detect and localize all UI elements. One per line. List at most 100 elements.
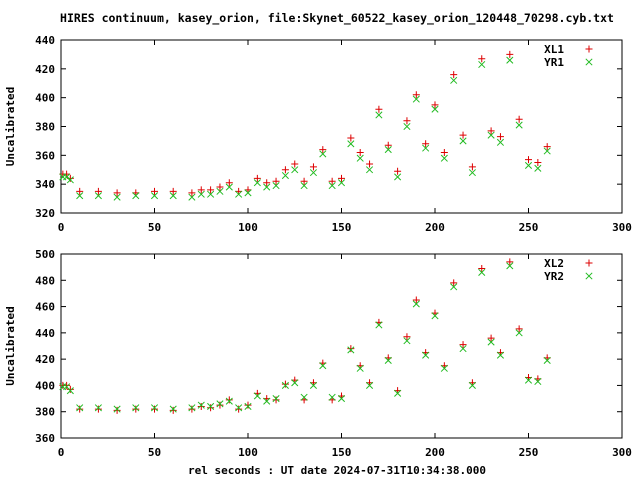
data-point <box>468 169 476 177</box>
y-tick-label: 420 <box>35 63 55 76</box>
data-point <box>263 397 271 405</box>
data-point <box>496 351 505 359</box>
data-point <box>487 338 495 346</box>
data-point <box>468 163 476 171</box>
x-tick-label: 0 <box>58 446 65 459</box>
data-point <box>76 187 84 195</box>
data-point <box>272 395 280 403</box>
x-tick-label: 100 <box>238 221 258 234</box>
data-point <box>515 329 523 337</box>
data-point <box>366 160 374 168</box>
data-point <box>487 127 495 135</box>
data-point <box>216 400 224 408</box>
data-point <box>66 387 74 395</box>
y-axis-label: Uncalibrated <box>4 306 17 385</box>
data-point <box>94 405 102 413</box>
data-point <box>291 379 299 387</box>
data-point <box>263 183 271 191</box>
legend-label: YR1 <box>544 56 564 69</box>
data-point <box>506 258 514 266</box>
data-point <box>151 187 158 195</box>
data-point <box>365 381 374 389</box>
data-point <box>506 50 514 58</box>
data-point <box>207 402 215 411</box>
legend-marker <box>585 58 593 66</box>
data-point <box>422 351 430 359</box>
data-point <box>216 187 224 195</box>
x-tick-label: 150 <box>332 446 352 459</box>
data-point <box>253 174 261 182</box>
data-point <box>197 186 205 194</box>
data-point <box>347 345 355 353</box>
series-XL2 <box>59 258 551 414</box>
plot-frame <box>60 253 623 439</box>
data-point <box>328 177 336 185</box>
data-point <box>487 131 495 139</box>
data-point <box>235 404 243 412</box>
y-tick-label: 380 <box>35 406 55 419</box>
data-point <box>319 362 327 370</box>
data-point <box>478 60 486 69</box>
data-point <box>169 192 177 200</box>
data-point <box>225 179 233 187</box>
y-tick-label: 440 <box>35 34 55 47</box>
series-YR2 <box>59 262 551 413</box>
data-point <box>534 164 542 172</box>
data-point <box>169 187 177 195</box>
data-point <box>94 404 102 412</box>
data-point <box>76 405 84 413</box>
data-point <box>534 159 542 167</box>
legend-marker <box>585 45 593 53</box>
y-tick-label: 380 <box>35 121 55 134</box>
data-point <box>272 182 280 190</box>
data-point <box>347 346 355 354</box>
data-point <box>94 187 102 195</box>
data-point <box>347 140 355 148</box>
data-point <box>450 71 458 79</box>
data-point <box>515 325 523 333</box>
series-XL1 <box>59 50 551 197</box>
data-point <box>319 146 327 154</box>
data-point <box>459 131 467 139</box>
data-point <box>244 189 252 197</box>
data-point <box>113 189 121 197</box>
data-point <box>468 381 476 389</box>
data-point <box>506 56 514 64</box>
plot-frame <box>60 39 623 214</box>
data-point <box>365 166 374 174</box>
data-point <box>338 174 345 182</box>
data-point <box>263 179 271 187</box>
data-point <box>169 405 177 413</box>
data-point <box>394 167 402 175</box>
data-point <box>356 154 364 162</box>
x-tick-label: 300 <box>612 221 632 234</box>
y-tick-label: 440 <box>35 327 55 340</box>
data-point <box>478 268 486 276</box>
x-tick-label: 200 <box>425 221 445 234</box>
data-point <box>291 160 299 168</box>
data-point <box>431 101 439 109</box>
data-point <box>291 166 299 174</box>
data-point <box>188 189 196 197</box>
data-point <box>132 404 140 412</box>
x-tick-label: 250 <box>519 221 539 234</box>
data-point <box>150 404 159 412</box>
y-tick-label: 400 <box>35 379 55 392</box>
data-point <box>394 173 402 181</box>
data-point <box>63 173 71 181</box>
data-point <box>534 377 542 386</box>
data-point <box>487 334 495 342</box>
data-point <box>207 190 215 198</box>
data-point <box>150 192 159 200</box>
x-tick-label: 250 <box>519 446 539 459</box>
y-tick-label: 360 <box>35 149 55 162</box>
data-point <box>412 300 420 308</box>
data-point <box>337 179 346 187</box>
data-point <box>281 380 289 388</box>
data-point <box>225 397 233 405</box>
data-point <box>337 395 346 403</box>
data-point <box>328 182 336 190</box>
data-point <box>207 186 215 194</box>
data-point <box>496 138 505 146</box>
